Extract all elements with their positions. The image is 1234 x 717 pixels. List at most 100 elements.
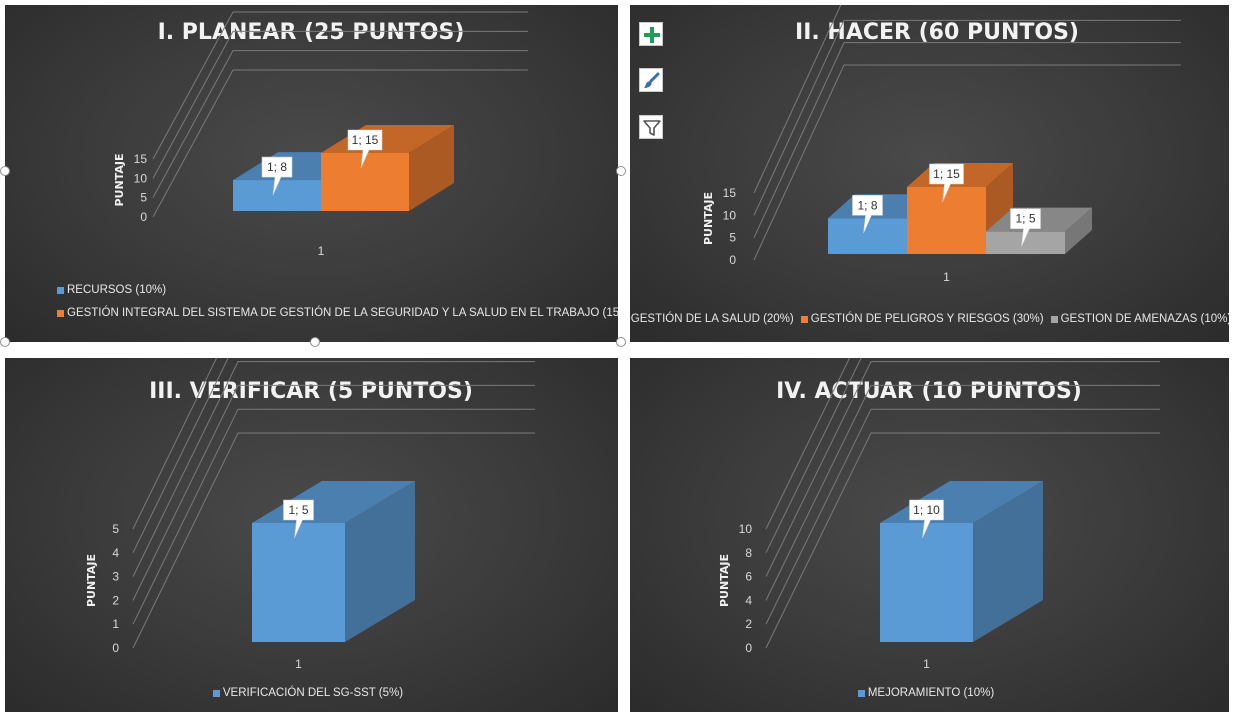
chart-elements-button[interactable] [639,22,663,46]
gridline [753,42,1181,238]
y-axis-label: PUNTAJE [702,192,715,245]
data-labels: 1; 5 [283,499,314,539]
data-label-box [347,129,383,169]
resize-handle-bottom-right[interactable] [616,337,626,347]
y-tick-label: 5 [112,522,119,536]
gridline [132,408,535,625]
funnel-icon [643,120,661,136]
y-tick-label: 5 [729,231,736,245]
bar [321,125,454,211]
chart-panel-actuar[interactable]: IV. ACTUAR (10 PUNTOS) 0 2 4 6 8 10 PUNTAJE 1; 1… [630,358,1229,712]
data-label-text: 1; 5 [288,503,308,517]
bar-front [321,153,409,211]
bar-side [973,481,1043,642]
legend-entry: GESTIÓN DE LA SALUD (20%) [630,313,794,325]
bar-front [986,231,1065,254]
bars [880,481,1043,642]
legend-entry: GESTION DE AMENAZAS (10%) [1050,313,1229,325]
legend-swatch [57,309,64,317]
bar-side [409,125,454,211]
data-label: 1; 15 [929,163,964,203]
chart-title: III. VERIFICAR (5 PUNTOS) [149,379,473,404]
legend-entry: MEJORAMIENTO (10%) [857,687,995,699]
legend-verificar: VERIFICACIÓN DEL SG-SST (5%) [5,687,618,699]
data-label-text: 1; 15 [933,167,960,181]
gridline [765,432,1160,649]
y-tick-label: 0 [745,641,752,655]
y-tick-label: 6 [745,570,752,584]
y-tick-label: 0 [112,641,119,655]
bars [252,481,415,642]
chart-filters-button[interactable] [639,115,663,139]
resize-handle-left[interactable] [0,166,10,176]
gridline [132,432,535,649]
y-tick-label: 10 [723,208,737,222]
data-label-box [909,499,944,539]
legend-label: VERIFICACIÓN DEL SG-SST (5%) [222,687,404,699]
y-tick-label: 10 [739,522,753,536]
chart-actuar: IV. ACTUAR (10 PUNTOS) 0 2 4 6 8 10 PUNTAJE 1; 1… [718,358,1160,671]
y-tick-label: 2 [745,617,752,631]
bar-front [252,523,345,642]
data-label: 1; 10 [909,499,944,539]
resize-handle-bottom[interactable] [310,337,320,347]
plus-icon [644,27,660,43]
y-tick-label: 2 [112,593,119,607]
gridlines [132,358,535,649]
data-label-text: 1; 10 [913,503,940,517]
x-category-label: 1 [295,657,302,671]
legend-hacer: GESTIÓN DE LA SALUD (20%) GESTIÓN DE PELI… [630,313,1229,325]
chart-title: IV. ACTUAR (10 PUNTOS) [776,379,1082,404]
data-label: 1; 8 [852,194,883,234]
gridline [132,358,229,554]
resize-handle-right[interactable] [616,166,626,176]
gridline [753,5,842,194]
gridline [132,384,535,601]
data-label: 1; 8 [261,156,293,196]
y-tick-label: 0 [729,253,736,267]
y-tick-label: 0 [140,210,147,224]
data-label-text: 1; 15 [352,133,379,147]
legend-label: MEJORAMIENTO (10%) [867,687,995,699]
y-tick-label: 10 [134,171,148,185]
legend-label: GESTION DE AMENAZAS (10%) [1060,313,1229,325]
bar-side [345,481,415,642]
chart-title: II. HACER (60 PUNTOS) [795,20,1079,45]
resize-handle-bottom-left[interactable] [0,337,10,347]
data-label: 1; 5 [1010,208,1041,247]
gridlines [765,358,1160,649]
gridline [132,358,218,530]
gridline [765,384,1160,601]
data-labels: 1; 8 1; 15 [261,129,383,196]
legend-swatch [57,286,64,294]
chart-panel-verificar[interactable]: III. VERIFICAR (5 PUNTOS) 0 1 2 3 4 5 PUNTAJE 1;… [5,358,618,712]
y-tick-label: 4 [745,593,752,607]
chart-title: I. PLANEAR (25 PUNTOS) [158,20,465,45]
y-tick-label: 5 [140,191,147,205]
data-label-box [261,156,293,196]
chart-verificar: III. VERIFICAR (5 PUNTOS) 0 1 2 3 4 5 PUNTAJE 1;… [85,358,535,671]
legend-entry: GESTIÓN INTEGRAL DEL SISTEMA DE GESTIÓN … [57,307,618,319]
gridline [753,64,1181,261]
chart-panel-hacer[interactable]: II. HACER (60 PUNTOS) 0 5 10 15 PUNTAJE 1; 8 1;… [630,5,1229,342]
gridline [152,69,528,218]
paintbrush-icon [644,72,660,88]
y-tick-label: 8 [745,546,752,560]
data-labels: 1; 8 1; 15 1; 5 [852,163,1041,247]
legend-swatch [1050,315,1058,323]
data-label-box [852,194,883,234]
chart-styles-button[interactable] [639,68,663,92]
y-axis-label: PUNTAJE [113,154,126,207]
data-label-box [1010,208,1041,247]
data-label: 1; 5 [283,499,314,539]
legend-swatch [800,315,808,323]
gridline [152,50,528,198]
data-label-text: 1; 5 [1015,212,1035,226]
gridline [765,358,851,530]
legend-planear: RECURSOS (10%) GESTIÓN INTEGRAL DEL SISTE… [57,284,618,319]
y-tick-label: 3 [112,570,119,584]
gridline [765,361,1160,577]
bar-front [880,523,973,642]
legend-entry: VERIFICACIÓN DEL SG-SST (5%) [212,687,404,699]
